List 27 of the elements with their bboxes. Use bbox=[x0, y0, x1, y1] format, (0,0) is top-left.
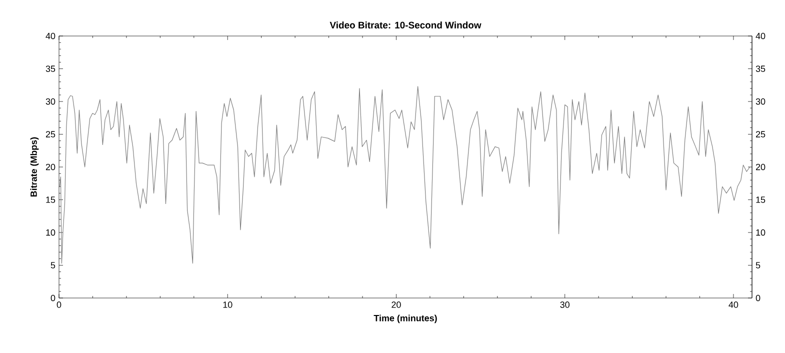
y-tick-label: 5 bbox=[50, 262, 56, 268]
y-tick-label: 25 bbox=[46, 131, 56, 138]
y-tick-label: 15 bbox=[46, 196, 56, 203]
line-series bbox=[59, 86, 750, 264]
x-tick-label: 0 bbox=[56, 302, 62, 308]
y-tick-label: 0 bbox=[50, 294, 56, 302]
y-tick-label: 40 bbox=[46, 32, 56, 40]
y2-tick-label: 25 bbox=[756, 131, 766, 138]
y2-tick-label: 30 bbox=[756, 98, 766, 105]
x-tick-label: 10 bbox=[223, 302, 232, 308]
chart-title: Video Bitrate: 10-Second Window bbox=[330, 22, 482, 28]
x-axis-title: Time (minutes) bbox=[374, 314, 437, 324]
y-axis-title: Bitrate (Mbps) bbox=[30, 137, 39, 197]
y2-tick-label: 0 bbox=[756, 294, 760, 302]
y-tick-label: 30 bbox=[46, 98, 56, 105]
y2-tick-label: 20 bbox=[756, 164, 766, 170]
x-tick-label: 20 bbox=[392, 302, 401, 308]
y-tick-label: 35 bbox=[46, 66, 56, 72]
y2-tick-label: 35 bbox=[756, 66, 766, 72]
x-tick-label: 40 bbox=[728, 302, 738, 308]
y-tick-label: 10 bbox=[46, 229, 56, 236]
y2-tick-label: 40 bbox=[756, 32, 766, 40]
y2-tick-label: 10 bbox=[756, 229, 766, 236]
y2-tick-label: 15 bbox=[756, 196, 766, 203]
x-tick-label: 30 bbox=[560, 302, 570, 308]
y-tick-label: 20 bbox=[46, 164, 56, 170]
y2-tick-label: 5 bbox=[756, 262, 760, 268]
